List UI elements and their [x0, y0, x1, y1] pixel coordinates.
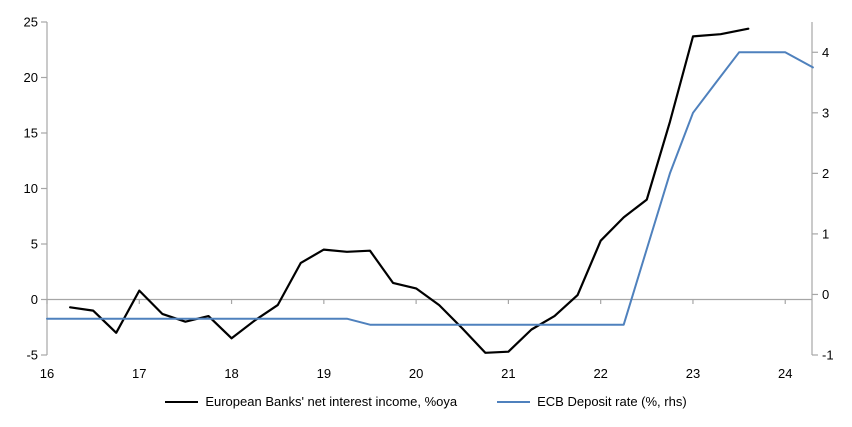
- left-y-axis-label: 25: [24, 15, 38, 30]
- x-axis-label: 21: [501, 366, 515, 381]
- legend: European Banks' net interest income, %oy…: [0, 394, 852, 410]
- right-y-axis-label: 1: [822, 226, 829, 241]
- series-line-ecb-deposit-rate: [46, 51, 814, 326]
- x-axis-label: 23: [686, 366, 700, 381]
- right-y-axis-label: 2: [822, 166, 829, 181]
- x-axis-label: 17: [132, 366, 146, 381]
- right-y-axis-label: 3: [822, 105, 829, 120]
- right-y-axis-label: 0: [822, 287, 829, 302]
- legend-label-net-interest-income: European Banks' net interest income, %oy…: [205, 394, 458, 409]
- x-axis-label: 22: [593, 366, 607, 381]
- legend-item-net-interest-income: European Banks' net interest income, %oy…: [165, 394, 457, 410]
- right-y-axis-label: -1: [822, 348, 834, 363]
- left-y-axis-label: 20: [24, 70, 38, 85]
- legend-swatch-blue-line: [497, 401, 531, 403]
- right-y-axis-label: 4: [822, 45, 829, 60]
- legend-item-ecb-deposit-rate: ECB Deposit rate (%, rhs): [497, 394, 687, 410]
- x-axis-label: 24: [778, 366, 792, 381]
- x-axis-label: 20: [409, 366, 423, 381]
- x-axis-label: 16: [40, 366, 54, 381]
- left-y-axis-label: 0: [31, 292, 38, 307]
- legend-swatch-black-line: [165, 401, 199, 403]
- series-line-net-interest-income: [68, 27, 750, 354]
- left-y-axis-label: 10: [24, 181, 38, 196]
- left-y-axis-label: -5: [26, 348, 38, 363]
- x-axis-label: 18: [224, 366, 238, 381]
- legend-label-ecb-deposit-rate: ECB Deposit rate (%, rhs): [537, 394, 687, 409]
- left-y-axis-label: 5: [31, 237, 38, 252]
- left-y-axis-label: 15: [24, 126, 38, 141]
- x-axis-label: 19: [317, 366, 331, 381]
